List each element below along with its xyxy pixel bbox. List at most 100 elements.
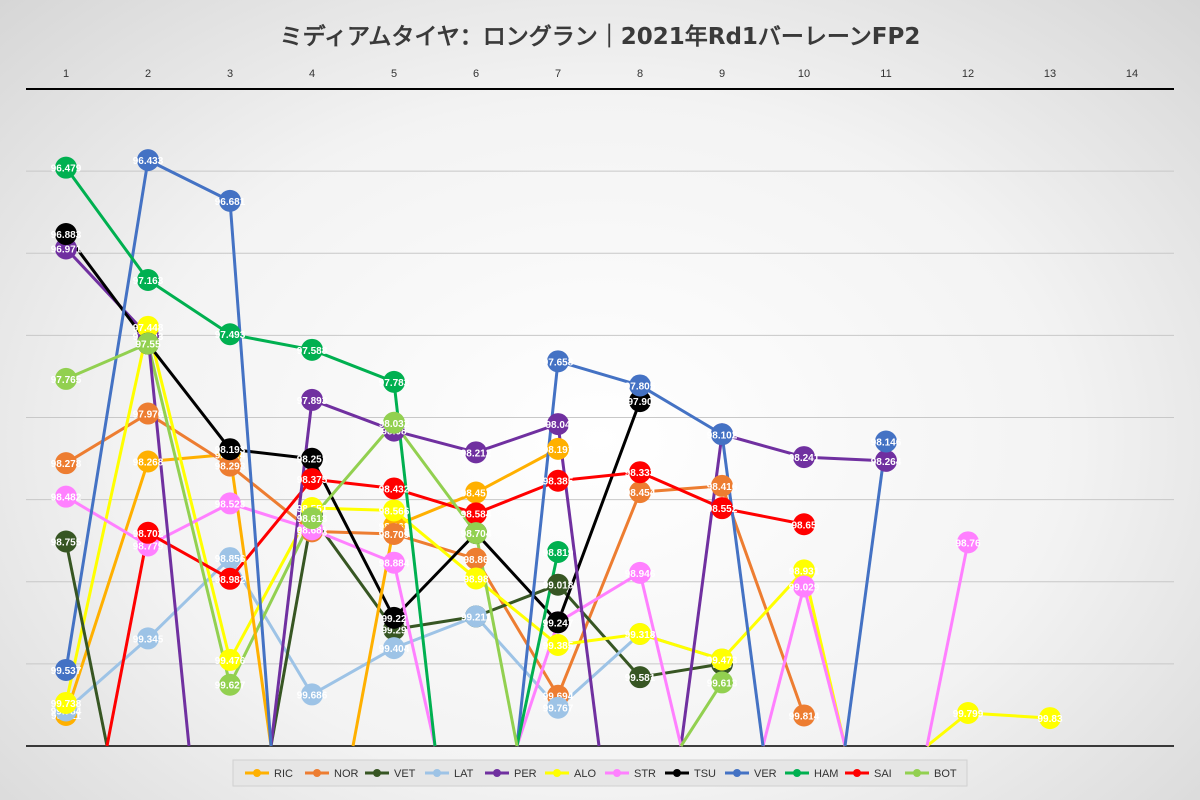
legend-label-per: PER [514,768,537,780]
data-label: 99.473 [707,655,738,666]
data-point-ham [383,370,405,393]
offscreen-segment [843,441,888,747]
data-point-alo [547,633,569,656]
data-point-str [793,575,815,598]
data-point-lat [383,637,405,660]
data-point-str [383,551,405,574]
data-label: 98.293 [215,462,246,473]
data-label: 98.584 [461,509,492,520]
data-point-nor [137,402,159,425]
legend-label-ver: VER [754,768,777,780]
data-label: 99.018 [543,581,574,592]
data-label: 96.883 [51,230,82,241]
data-point-sai [219,567,241,590]
data-label: 98.278 [51,459,82,470]
offscreen-segment [802,586,847,747]
x-tick-label: 6 [473,68,479,80]
data-label: 98.416 [707,482,738,493]
legend-marker [493,769,501,777]
legend-marker [613,769,621,777]
data-point-tsu [219,438,241,461]
legend-marker [313,769,321,777]
x-axis-ticks: 1 2 3 4 5 6 7 8 9 10 11 12 13 14 [63,68,1138,80]
data-point-nor [219,454,241,477]
data-point-ver [711,423,733,446]
series-line-alo [967,711,1051,720]
legend-label-sai: SAI [874,768,892,780]
series-line-per [64,247,150,337]
data-point-per [793,446,815,469]
x-tick-label: 14 [1126,68,1138,80]
data-label: 99.247 [543,618,574,629]
data-label: 97.90 [627,397,652,408]
data-label: 98.755 [51,538,82,549]
series-line-vet [310,515,723,679]
data-point-alo [711,648,733,671]
data-point-ver [137,149,159,172]
offscreen-segment [925,542,970,747]
data-label: 98.482 [51,493,82,504]
data-point-bot [219,673,241,696]
data-point-per [301,388,323,411]
data-label: 99.404 [379,644,410,655]
data-label: 98.946 [625,569,656,580]
data-label: 97.588 [297,346,328,357]
offscreen-segment [392,381,437,747]
data-label: 98.702 [133,529,164,540]
data-point-sai [137,521,159,544]
offscreen-segment [474,532,519,747]
data-point-ver [55,658,77,681]
data-label: 99.767 [543,704,574,715]
data-label: 96.971 [51,244,82,255]
legend-label-str: STR [634,768,656,780]
legend-label-nor: NOR [334,768,359,780]
data-label: 98.102 [707,430,738,441]
offscreen-segment [679,681,724,747]
data-label: 99.476 [215,656,246,667]
data-label: 97.893 [297,396,328,407]
data-point-per [547,413,569,436]
data-point-str [55,485,77,508]
data-point-sai [711,497,733,520]
x-tick-label: 11 [880,68,891,80]
data-point-ham [301,338,323,361]
offscreen-segment [105,532,150,747]
x-tick-label: 12 [962,68,974,80]
legend-marker [853,769,861,777]
legend-label-tsu: TSU [694,768,716,780]
offscreen-segment [228,200,273,747]
data-point-ver [629,374,651,397]
data-point-nor [55,452,77,475]
data-point-lat [465,605,487,628]
legend-marker [673,769,681,777]
data-label: 98.457 [461,489,492,500]
offscreen-segment [269,515,314,747]
data-point-lat [547,696,569,719]
data-label: 99.799 [953,709,984,720]
series-line-str [557,571,641,624]
data-point-sai [383,477,405,500]
x-tick-label: 8 [637,68,643,80]
data-label: 99.814 [789,711,820,722]
data-point-alo [137,315,159,338]
data-point-str [219,492,241,515]
legend-label-ric: RIC [274,768,293,780]
data-point-sai [465,502,487,525]
data-point-tsu [629,390,651,413]
x-tick-label: 3 [227,68,233,80]
data-point-alo [219,648,241,671]
data-point-ric [465,481,487,504]
data-point-ham [137,269,159,292]
data-point-alo [55,691,77,714]
offscreen-segment [392,562,437,747]
legend-label-bot: BOT [934,768,957,780]
data-label: 99.385 [543,641,574,652]
data-label: 96.479 [51,164,82,175]
data-point-sai [793,513,815,536]
data-label: 99.613 [707,678,738,689]
data-label: 97.55 [135,340,160,351]
data-label: 98.523 [215,499,246,510]
data-label: 99.22 [381,614,406,625]
data-point-ham [55,156,77,179]
data-point-lat [301,683,323,706]
